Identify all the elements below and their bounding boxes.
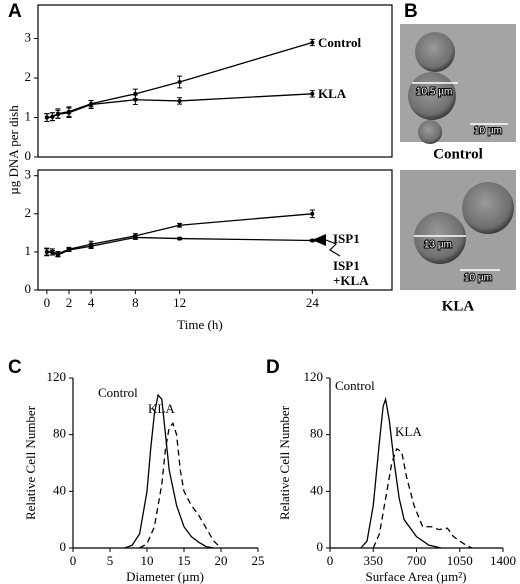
panel-label: A (8, 1, 22, 22)
x-tick-label: 1050 (447, 553, 473, 568)
data-point (89, 102, 94, 107)
x-tick-label: 0 (327, 553, 334, 568)
data-point (66, 248, 71, 252)
x-axis-label: Time (h) (177, 317, 222, 332)
series-line (46, 213, 313, 255)
panel-label: D (266, 357, 280, 378)
data-point (177, 98, 182, 103)
y-tick-label: 40 (53, 482, 66, 497)
data-point (310, 40, 315, 45)
data-point (44, 249, 49, 254)
data-point (310, 238, 315, 243)
x-tick-label: 4 (88, 295, 95, 310)
x-tick-label: 12 (173, 295, 186, 310)
y-tick-label: 3 (25, 30, 32, 45)
x-tick-label: 8 (132, 295, 139, 310)
x-tick-label: 2 (66, 295, 73, 310)
x-tick-label: 0 (44, 295, 51, 310)
y-tick-label: 0 (60, 539, 67, 554)
panel-label: C (8, 357, 22, 378)
y-tick-label: 1 (25, 243, 32, 258)
series-line (139, 422, 222, 549)
data-point (50, 250, 55, 255)
series-label: Control (318, 35, 361, 50)
scale-label: 10 µm (474, 126, 502, 137)
x-tick-label: 24 (306, 295, 320, 310)
plot-frame (37, 4, 393, 158)
data-point (133, 235, 138, 240)
series-label: Control (335, 378, 375, 393)
x-tick-label: 1400 (490, 553, 516, 568)
series-label: KLA (318, 86, 347, 101)
plot-frame (37, 169, 393, 291)
y-tick-label: 40 (310, 482, 323, 497)
series-label: ISP1 (333, 231, 360, 246)
micrograph (400, 170, 516, 290)
data-point (177, 79, 182, 84)
y-tick-label: 1 (25, 109, 32, 124)
x-tick-label: 25 (252, 553, 265, 568)
data-point (66, 110, 71, 115)
micrograph (400, 24, 516, 144)
data-point (310, 211, 315, 216)
y-tick-label: 3 (25, 167, 32, 182)
y-axis-label: Relative Cell Number (23, 405, 38, 520)
series-label: ISP1 +KLA (333, 258, 369, 288)
series-line (360, 396, 442, 549)
data-point (177, 236, 182, 241)
micrograph-caption: Control (433, 146, 483, 162)
y-tick-label: 80 (53, 426, 66, 441)
x-tick-label: 5 (107, 553, 114, 568)
y-tick-label: 120 (304, 369, 324, 384)
micrograph-caption: KLA (442, 298, 475, 314)
data-point (55, 252, 60, 257)
x-tick-label: 350 (364, 553, 384, 568)
y-tick-label: 0 (25, 281, 32, 296)
y-axis-label: µg DNA per dish (6, 105, 21, 195)
data-point (310, 91, 315, 96)
data-point (44, 115, 49, 120)
data-point (89, 244, 94, 249)
series-label-text: ISP1 +KLA (333, 258, 369, 288)
series-label: KLA (148, 401, 175, 416)
y-tick-label: 120 (47, 369, 67, 384)
data-point (55, 112, 60, 117)
series-line (372, 447, 473, 549)
x-axis-label: Diameter (µm) (126, 569, 204, 584)
x-axis-label: Surface Area (µm²) (366, 569, 467, 584)
x-tick-label: 700 (407, 553, 427, 568)
data-point (177, 223, 182, 228)
y-tick-label: 2 (25, 205, 32, 220)
y-tick-label: 80 (310, 426, 323, 441)
data-point (50, 114, 55, 119)
x-tick-label: 20 (215, 553, 228, 568)
arrow (312, 234, 341, 257)
data-point (133, 97, 138, 102)
x-tick-label: 15 (178, 553, 191, 568)
scale-label: 10.5 µm (416, 87, 452, 98)
x-tick-label: 10 (141, 553, 154, 568)
y-axis-label: Relative Cell Number (277, 405, 292, 520)
series-label: KLA (395, 424, 422, 439)
y-tick-label: 0 (317, 539, 324, 554)
y-tick-label: 0 (25, 148, 32, 163)
x-tick-label: 0 (70, 553, 77, 568)
y-tick-label: 2 (25, 69, 32, 84)
scale-label: 13 µm (424, 240, 452, 251)
series-label: Control (98, 385, 138, 400)
scale-label: 10 µm (464, 273, 492, 284)
panel-label: B (404, 1, 418, 22)
series-line (124, 393, 214, 549)
